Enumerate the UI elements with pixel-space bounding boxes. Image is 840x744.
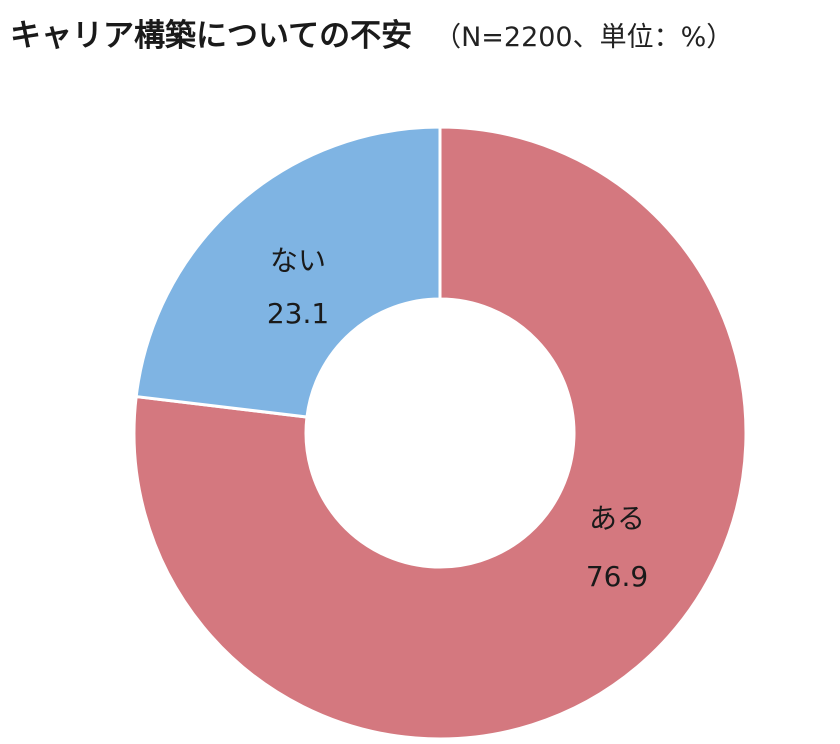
donut-slices: [132, 125, 748, 741]
data-label-value-nai: 23.1: [267, 297, 329, 330]
donut-slice-aru: [132, 125, 748, 741]
chart-subtitle: （N=2200、単位：%）: [434, 22, 734, 53]
data-label-value-aru: 76.9: [586, 560, 648, 593]
donut-slice-nai: [134, 125, 442, 419]
chart-header: キャリア構築についての不安 （N=2200、単位：%）: [10, 10, 733, 55]
data-label-name-aru: ある: [589, 502, 645, 535]
chart-title: キャリア構築についての不安: [10, 18, 413, 54]
data-label-name-nai: ない: [270, 244, 326, 277]
donut-labels: ある 76.9 ない 23.1: [267, 244, 648, 593]
